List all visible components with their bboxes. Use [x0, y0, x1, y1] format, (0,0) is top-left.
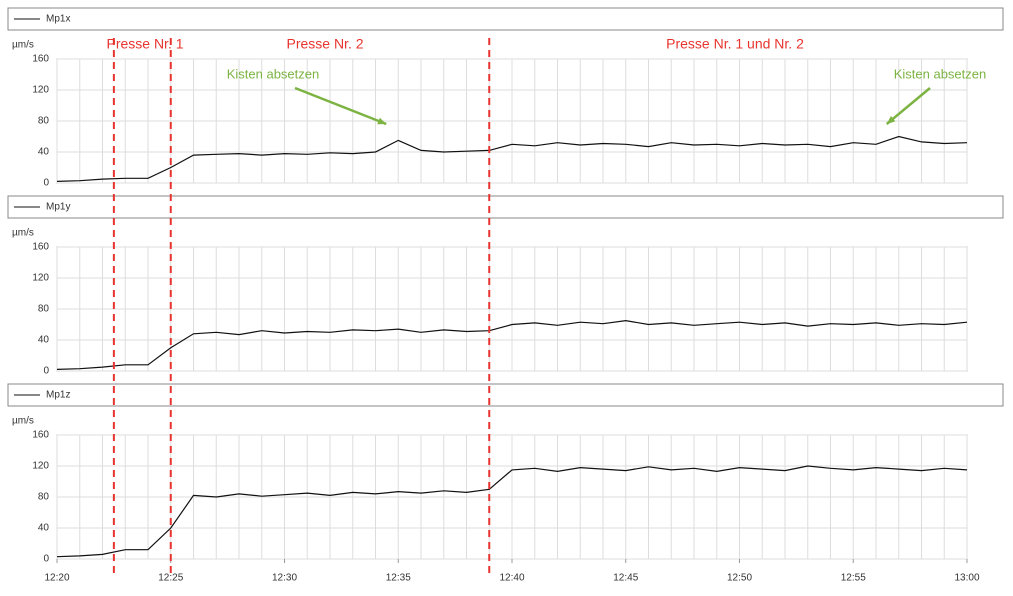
note-arrow — [294, 86, 387, 126]
series-line — [56, 319, 968, 370]
y-axis-label: µm/s — [12, 228, 34, 239]
y-tick-label: 120 — [32, 85, 49, 96]
y-axis-label: µm/s — [12, 416, 34, 427]
y-tick-label: 80 — [38, 304, 50, 315]
y-tick-label: 160 — [32, 242, 49, 253]
press-label: Presse Nr. 1 — [106, 36, 183, 52]
y-tick-label: 80 — [38, 492, 50, 503]
note-arrowhead — [886, 116, 896, 124]
legend-box — [7, 383, 1004, 407]
y-tick-label: 40 — [38, 147, 50, 158]
y-tick-label: 120 — [32, 273, 49, 284]
x-tick-label: 12:30 — [272, 573, 297, 584]
y-tick-label: 0 — [43, 366, 49, 377]
legend-box — [7, 195, 1004, 219]
x-tick-label: 12:35 — [386, 573, 411, 584]
y-tick-label: 80 — [38, 116, 50, 127]
legend-box — [7, 7, 1004, 31]
y-axis-label: µm/s — [12, 40, 34, 51]
y-tick-label: 120 — [32, 461, 49, 472]
y-tick-label: 0 — [43, 178, 49, 189]
y-tick-label: 40 — [38, 523, 50, 534]
series-line — [56, 465, 968, 558]
press-label: Presse Nr. 1 und Nr. 2 — [666, 36, 804, 52]
note-label: Kisten absetzen — [894, 66, 987, 81]
series-line — [56, 135, 968, 182]
x-tick-label: 12:20 — [44, 573, 69, 584]
legend-label: Mp1y — [46, 202, 70, 213]
x-tick-label: 12:50 — [727, 573, 752, 584]
legend-label: Mp1z — [46, 390, 70, 401]
x-tick-label: 12:25 — [158, 573, 183, 584]
y-tick-label: 160 — [32, 430, 49, 441]
x-tick-label: 12:55 — [841, 573, 866, 584]
y-tick-label: 0 — [43, 554, 49, 565]
x-tick-label: 13:00 — [954, 573, 979, 584]
press-label: Presse Nr. 2 — [286, 36, 363, 52]
y-tick-label: 40 — [38, 335, 50, 346]
note-label: Kisten absetzen — [227, 66, 320, 81]
legend-label: Mp1x — [46, 14, 70, 25]
x-tick-label: 12:40 — [499, 573, 524, 584]
x-tick-label: 12:45 — [613, 573, 638, 584]
note-arrow — [885, 87, 931, 125]
y-tick-label: 160 — [32, 54, 49, 65]
note-arrowhead — [377, 117, 387, 125]
